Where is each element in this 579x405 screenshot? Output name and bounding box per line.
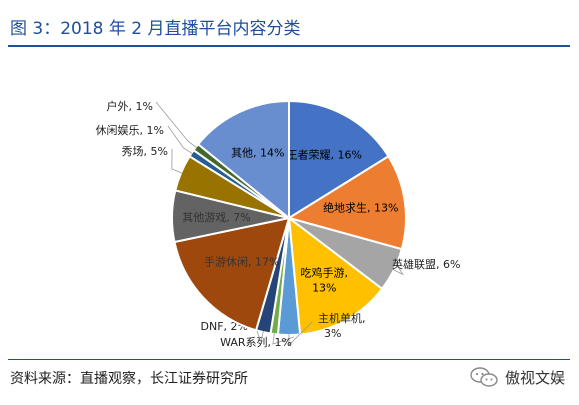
leader-line [272, 333, 295, 345]
watermark-text: 傲视文娱 [504, 368, 565, 387]
pie-chart: 王者荣耀, 16% 绝地求生, 13% 英雄联盟, 6% 吃鸡手游, 13% 主机单机, 3… [96, 99, 461, 349]
source-rule [8, 359, 570, 360]
slice-label: 其他游戏, 7% [182, 211, 250, 224]
watermark: 傲视文娱 [469, 366, 565, 388]
slice-label: 其他, 14% [231, 147, 284, 160]
slice-label: 手游休闲, 17% [204, 255, 279, 269]
slice-label: 户外, 1% [107, 99, 153, 113]
pie-slice [288, 99, 390, 220]
figure-title: 图 3：2018 年 2 月直播平台内容分类 [10, 19, 301, 39]
slice-label: 秀场, 5% [122, 144, 168, 158]
pie-slice [173, 216, 291, 332]
leader-line [155, 101, 197, 149]
pie-slice [196, 99, 290, 221]
slice-label: 王者荣耀, 16% [287, 149, 362, 162]
slice-label: 英雄联盟, 6% [392, 257, 460, 271]
slice-label: 休闲娱乐, 1% [96, 123, 164, 137]
title-rule [8, 45, 570, 47]
source-note: 资料来源：直播观察，长江证券研究所 [10, 371, 248, 387]
slice-label: WAR系列, 1% [220, 335, 292, 349]
leader-line [167, 125, 193, 155]
pie-slice [287, 215, 384, 336]
slice-label: 绝地求生, 13% [323, 201, 398, 215]
leader-line [288, 321, 313, 346]
slice-label: 吃鸡手游, 13% [301, 265, 349, 294]
wechat-icon [470, 367, 498, 387]
leader-line [171, 148, 183, 174]
leader-line [392, 261, 404, 276]
slice-label: 主机单机, 3% [318, 311, 366, 340]
